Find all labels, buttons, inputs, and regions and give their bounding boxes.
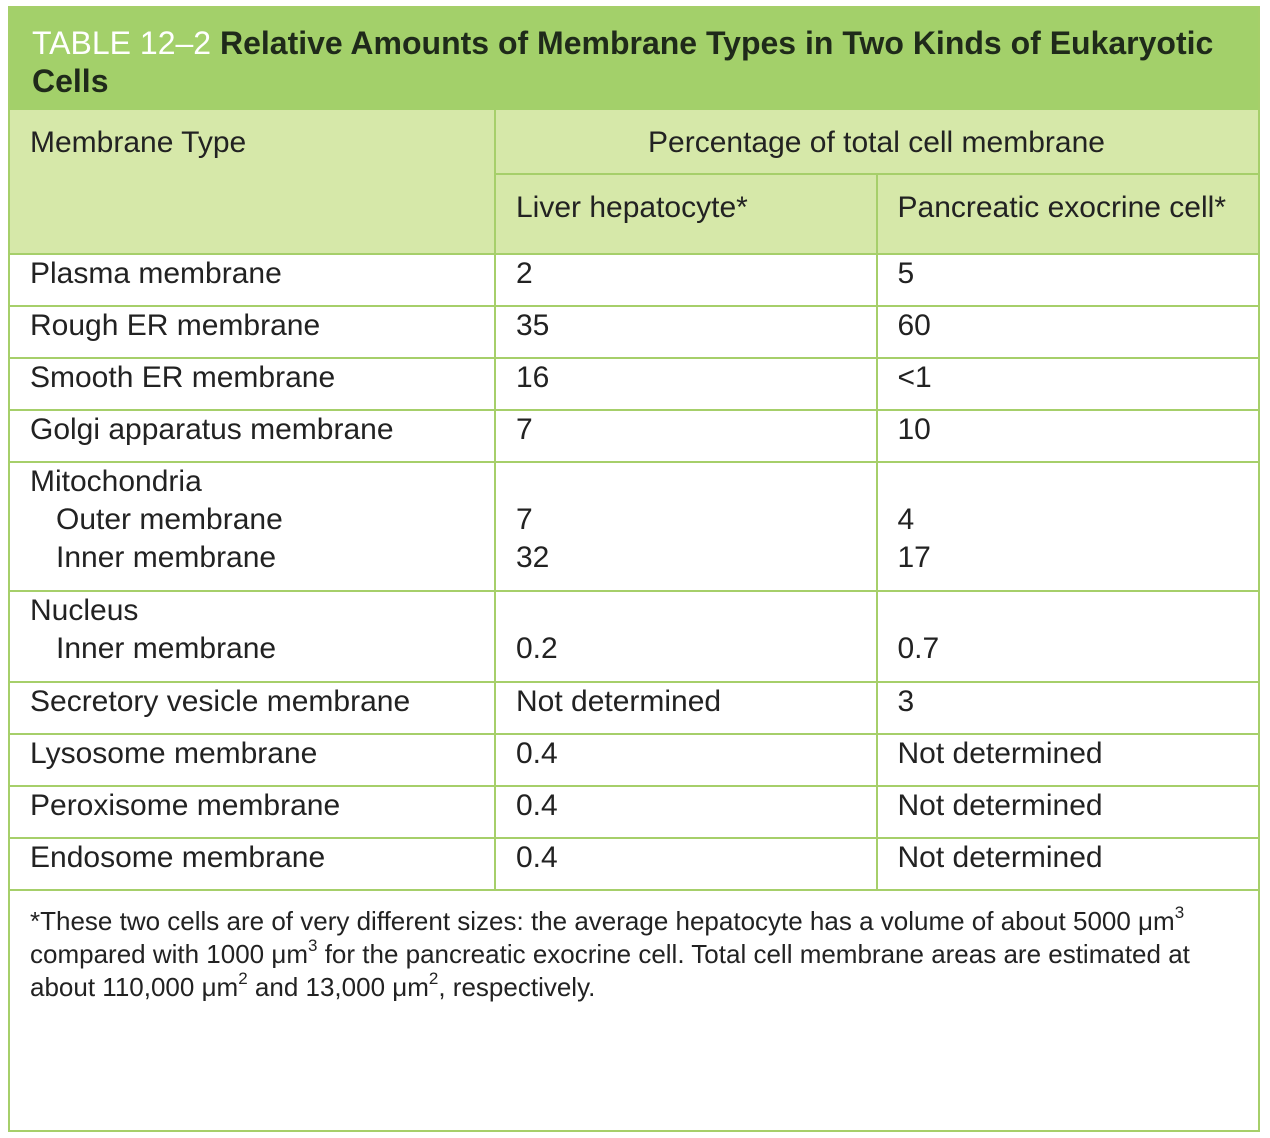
footnote-text: and 13,000 μm [247, 972, 429, 1002]
footnote-superscript: 2 [238, 969, 248, 989]
pancreas-value: 0.7 [897, 632, 940, 665]
table-row: Smooth ER membrane 16 <1 [10, 358, 1258, 411]
row-label: Nucleus [30, 594, 139, 627]
row-label: Secretory vesicle membrane [10, 682, 496, 735]
table-title: TABLE 12–2 Relative Amounts of Membrane … [10, 8, 1258, 110]
liver-value: 35 [495, 306, 878, 359]
liver-value: 7 [495, 410, 878, 463]
pancreas-value: 10 [876, 410, 1258, 463]
pancreas-value: Not determined [876, 786, 1258, 839]
row-label: Smooth ER membrane [10, 358, 496, 411]
header-pancreas: Pancreatic exocrine cell* [876, 174, 1258, 255]
table-row: Secretory vesicle membrane Not determine… [10, 682, 1258, 735]
footnote-text: for the pancreatic exocrine cell. Total … [30, 939, 1190, 1002]
table-frame: TABLE 12–2 Relative Amounts of Membrane … [8, 6, 1260, 1132]
footnote-superscript: 3 [1174, 903, 1185, 923]
sub-row-label: Outer membrane [56, 503, 283, 536]
liver-value: 7 [516, 503, 533, 536]
footnote-superscript: 2 [428, 969, 439, 989]
table-row: Peroxisome membrane 0.4 Not determined [10, 786, 1258, 839]
table-number: TABLE 12–2 [32, 25, 212, 61]
header-percentage-group: Percentage of total cell membrane [495, 110, 1258, 175]
footnote-text: *These two cells are of very different s… [30, 906, 1175, 936]
liver-value: 0.4 [495, 786, 878, 839]
footnote-text: , respectively. [438, 972, 596, 1002]
membrane-table: Membrane Type Percentage of total cell m… [10, 110, 1258, 891]
header-liver: Liver hepatocyte* [495, 174, 878, 255]
table-row-nucleus: Nucleus Inner membrane 0.2 0.7 [10, 591, 1258, 683]
header-membrane-type: Membrane Type [10, 110, 496, 255]
table-row: Golgi apparatus membrane 7 10 [10, 410, 1258, 463]
table-row: Lysosome membrane 0.4 Not determined [10, 734, 1258, 787]
table-title-text: Relative Amounts of Membrane Types in Tw… [32, 25, 1214, 99]
row-label: Plasma membrane [10, 254, 496, 307]
table-footnote: *These two cells are of very different s… [10, 891, 1258, 1004]
row-label: Rough ER membrane [10, 306, 496, 359]
liver-value: 0.4 [495, 734, 878, 787]
liver-value: 0.2 [516, 632, 558, 665]
row-label: Peroxisome membrane [10, 786, 496, 839]
sub-row-label: Inner membrane [56, 541, 277, 574]
liver-value: Not determined [495, 682, 878, 735]
table-row-mitochondria: Mitochondria Outer membrane Inner membra… [10, 462, 1258, 592]
footnote-text: compared with 1000 μm [30, 939, 309, 969]
table-row: Endosome membrane 0.4 Not determined [10, 838, 1258, 891]
pancreas-value: 4 [897, 503, 915, 536]
table-row: Plasma membrane 2 5 [10, 254, 1258, 307]
liver-value: 2 [495, 254, 878, 307]
table-row: Rough ER membrane 35 60 [10, 306, 1258, 359]
liver-value: 32 [516, 541, 550, 574]
pancreas-value: 60 [876, 306, 1258, 359]
liver-value: 0.4 [495, 838, 878, 891]
row-label: Golgi apparatus membrane [10, 410, 496, 463]
row-label: Mitochondria [30, 465, 202, 498]
footnote-superscript: 3 [308, 936, 318, 956]
pancreas-value: Not determined [876, 734, 1258, 787]
pancreas-value: <1 [876, 358, 1258, 411]
pancreas-value: Not determined [876, 838, 1258, 891]
pancreas-value: 3 [876, 682, 1258, 735]
pancreas-value: 5 [876, 254, 1258, 307]
sub-row-label: Inner membrane [56, 632, 277, 665]
pancreas-value: 17 [897, 541, 931, 574]
row-label: Lysosome membrane [10, 734, 496, 787]
liver-value: 16 [495, 358, 878, 411]
row-label: Endosome membrane [10, 838, 496, 891]
